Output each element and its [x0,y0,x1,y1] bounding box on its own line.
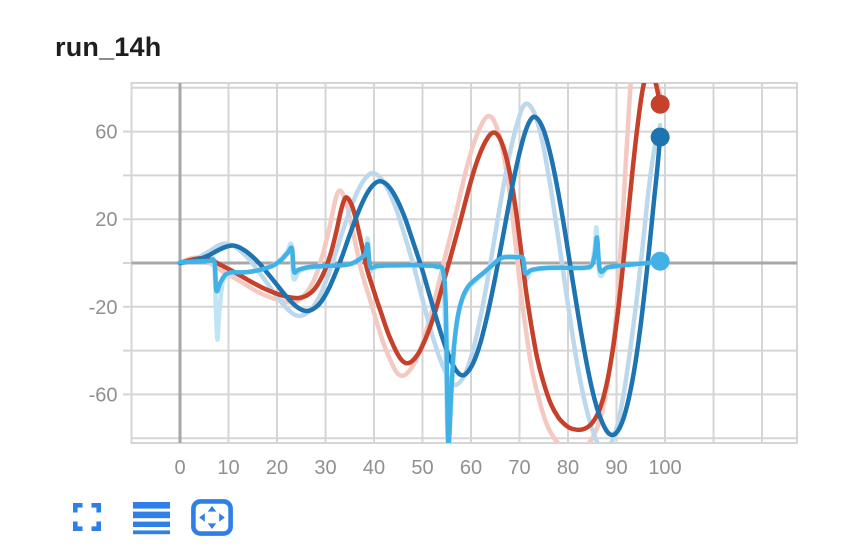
series-line-cyan-smoothed [177,235,663,443]
x-tick-label: 50 [411,457,433,479]
x-tick-label: 30 [314,457,336,479]
end-dot-blue-smoothed [650,127,670,147]
fullscreen-icon[interactable] [73,503,101,536]
series-line-blue-raw [177,101,663,443]
x-tick-label: 60 [460,457,482,479]
x-tick-label: 40 [363,457,385,479]
series-lines [177,83,663,443]
y-tick-label: -60 [89,384,118,406]
end-dot-cyan-smoothed [650,251,670,271]
x-tick-label: 80 [557,457,579,479]
series-line-blue-smoothed [177,114,663,438]
grid [123,82,798,444]
series-line-red-raw [177,83,663,443]
x-tick-label: 0 [174,457,185,479]
axis-labels: 60 20 -20 -60 0 10 20 30 40 50 60 70 80 90 100 [89,122,682,479]
runs-list-icon[interactable] [133,502,170,540]
end-dot-red-smoothed [650,94,670,114]
y-tick-label: -20 [89,297,118,319]
x-tick-label: 10 [217,457,239,479]
y-tick-label: 20 [95,209,117,231]
y-tick-label: 60 [95,122,117,144]
x-tick-label: 100 [648,457,681,479]
chart-title: run_14h [55,32,162,62]
fit-to-domain-icon[interactable] [191,499,233,541]
x-tick-label: 20 [266,457,288,479]
x-tick-label: 90 [605,457,627,479]
x-tick-label: 70 [508,457,530,479]
